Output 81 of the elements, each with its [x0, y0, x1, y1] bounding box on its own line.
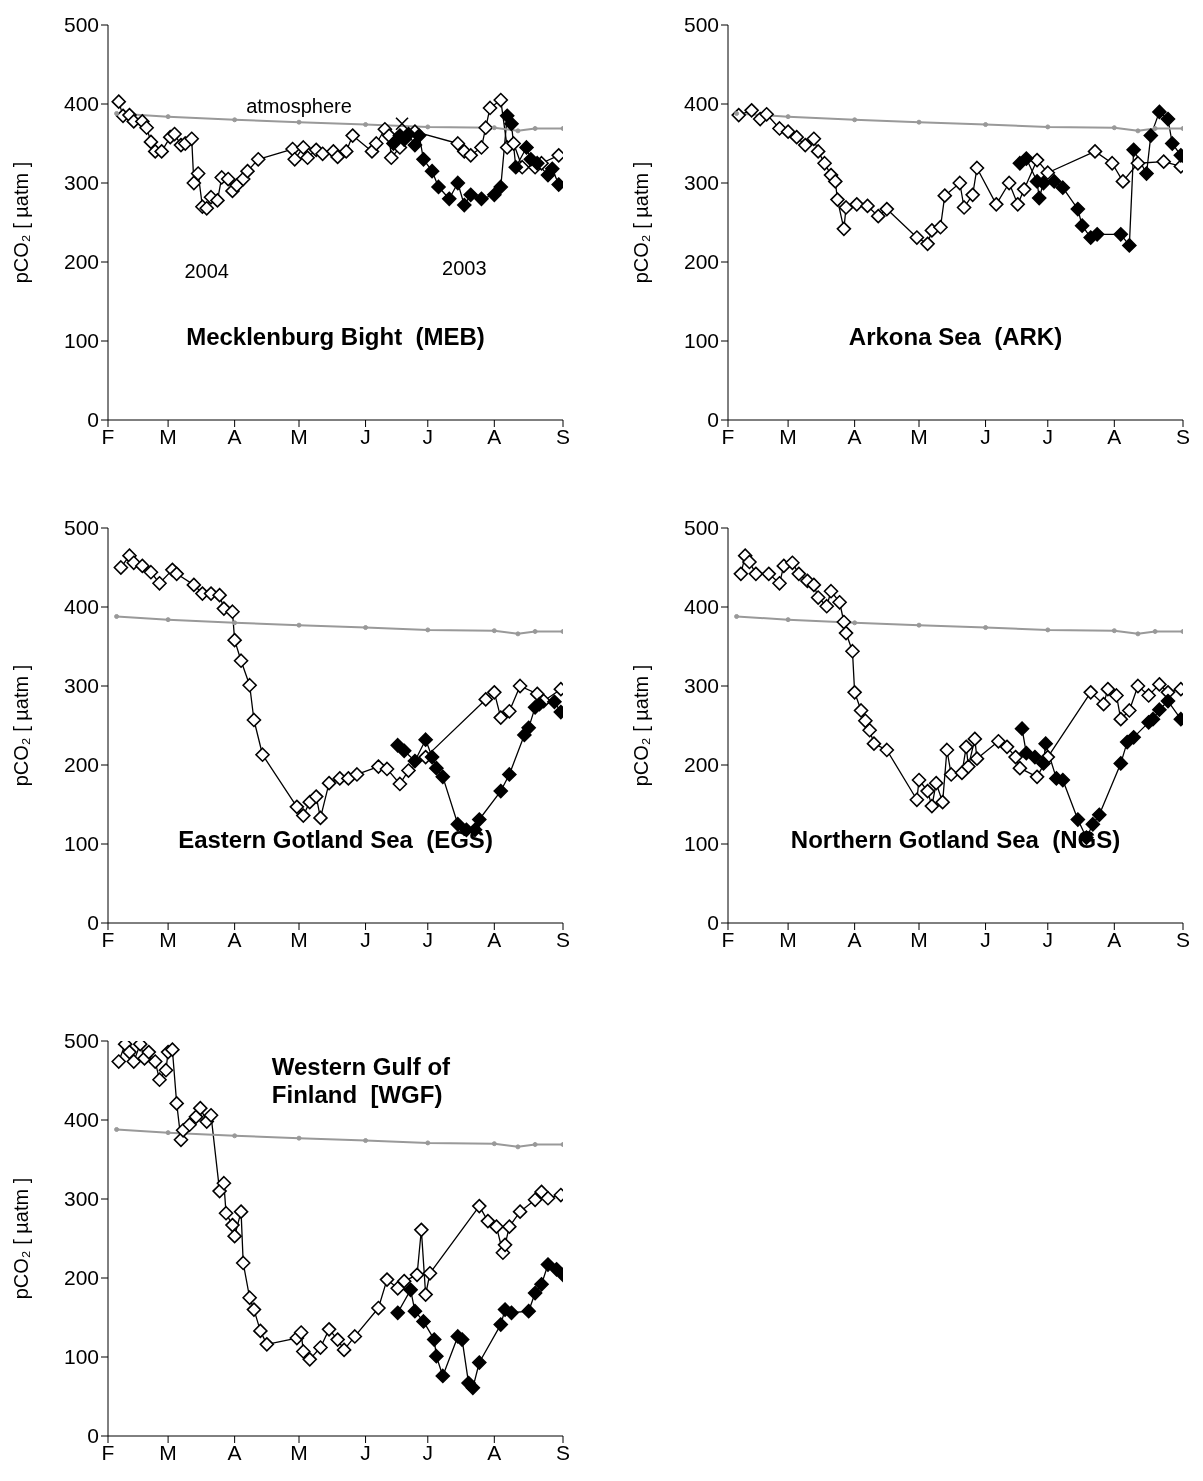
y-tick-label: 200: [683, 753, 719, 777]
y-tick-label: 500: [63, 13, 99, 37]
y-tick-label: 300: [683, 171, 719, 195]
y-tick-label: 200: [683, 250, 719, 274]
y-tick-label: 0: [707, 408, 719, 432]
x-tick-label: S: [555, 927, 571, 951]
x-tick-label: S: [555, 1440, 571, 1464]
x-tick-label: A: [487, 927, 502, 951]
x-tick-label: M: [910, 927, 928, 951]
x-tick-label: A: [847, 927, 862, 951]
x-tick-label: A: [227, 1440, 242, 1464]
text: 2003: [442, 256, 487, 280]
y-tick-label: 100: [63, 832, 99, 856]
x-tick-label: J: [980, 927, 991, 951]
x-tick-label: M: [159, 1440, 177, 1464]
y-tick-label: 400: [63, 595, 99, 619]
text: Western Gulf of Finland [WGF): [271, 1052, 451, 1109]
x-tick-label: S: [1175, 927, 1191, 951]
x-tick-label: A: [487, 1440, 502, 1464]
series-label: atmosphere: [246, 94, 352, 118]
x-tick-label: A: [227, 424, 242, 448]
x-tick-label: F: [101, 927, 115, 951]
y-tick-label: 400: [63, 92, 99, 116]
x-tick-label: J: [422, 927, 434, 951]
y-tick-label: 400: [683, 92, 719, 116]
y-tick-label: 500: [683, 516, 719, 540]
y-tick-label: 400: [683, 595, 719, 619]
y-axis-title: pCO₂ [ µatm ]: [630, 161, 653, 284]
x-tick-label: J: [360, 1440, 371, 1464]
y-tick-label: 100: [63, 1345, 99, 1369]
x-tick-label: F: [721, 424, 735, 448]
x-tick-label: M: [290, 927, 308, 951]
y-tick-label: 300: [683, 674, 719, 698]
y-axis-title: pCO₂ [ µatm ]: [10, 664, 33, 787]
y-tick-label: 500: [63, 1029, 99, 1053]
y-axis-title: pCO₂ [ µatm ]: [10, 1177, 33, 1300]
x-tick-label: J: [980, 424, 991, 448]
x-tick-label: A: [487, 424, 502, 448]
y-tick-label: 100: [63, 329, 99, 353]
text: Arkona Sea (ARK): [848, 323, 1063, 352]
x-tick-label: M: [159, 927, 177, 951]
x-tick-label: A: [227, 927, 242, 951]
x-tick-label: J: [422, 424, 434, 448]
x-tick-label: F: [101, 1440, 115, 1464]
y-tick-label: 300: [63, 674, 99, 698]
y-tick-label: 300: [63, 171, 99, 195]
y-tick-label: 500: [683, 13, 719, 37]
y-tick-label: 200: [63, 1266, 99, 1290]
y-axis-title: pCO₂ [ µatm ]: [630, 664, 653, 787]
y-axis-title: pCO₂ [ µatm ]: [10, 161, 33, 284]
x-tick-label: M: [779, 424, 797, 448]
y-tick-label: 0: [87, 911, 99, 935]
x-tick-label: S: [555, 424, 571, 448]
x-tick-label: J: [1042, 424, 1054, 448]
x-tick-label: J: [1042, 927, 1054, 951]
x-tick-label: J: [422, 1440, 434, 1464]
x-tick-label: M: [290, 424, 308, 448]
y-tick-label: 0: [87, 1424, 99, 1448]
y-tick-label: 0: [707, 911, 719, 935]
y-tick-label: 100: [683, 832, 719, 856]
y-tick-label: 200: [63, 753, 99, 777]
y-tick-label: 100: [683, 329, 719, 353]
x-tick-label: A: [1107, 927, 1122, 951]
y-tick-label: 200: [63, 250, 99, 274]
y-tick-label: 0: [87, 408, 99, 432]
x-tick-label: J: [360, 424, 371, 448]
x-tick-label: A: [1107, 424, 1122, 448]
x-tick-label: S: [1175, 424, 1191, 448]
y-tick-label: 500: [63, 516, 99, 540]
x-tick-label: M: [159, 424, 177, 448]
x-tick-label: J: [360, 927, 371, 951]
x-tick-label: M: [290, 1440, 308, 1464]
text: 2004: [184, 259, 229, 283]
x-tick-label: A: [847, 424, 862, 448]
y-tick-label: 400: [63, 1108, 99, 1132]
y-tick-label: 300: [63, 1187, 99, 1211]
x-tick-label: M: [779, 927, 797, 951]
x-tick-label: F: [101, 424, 115, 448]
x-tick-label: M: [910, 424, 928, 448]
text: Mecklenburg Bight (MEB): [186, 323, 485, 352]
x-tick-label: F: [721, 927, 735, 951]
